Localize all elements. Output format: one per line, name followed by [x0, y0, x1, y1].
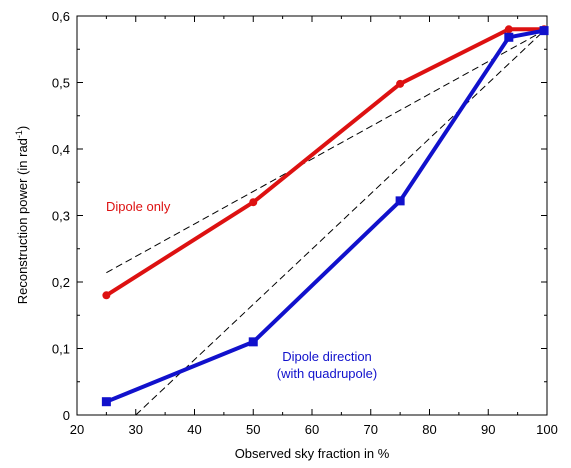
y-tick-label: 0,3: [52, 209, 70, 224]
y-axis-title-end: ): [15, 126, 30, 130]
x-axis-title: Observed sky fraction in %: [235, 446, 390, 461]
x-tick-label: 60: [305, 422, 319, 437]
data-point: [504, 32, 514, 42]
series-layer: [101, 25, 549, 407]
x-tick-label: 20: [70, 422, 84, 437]
series-line-1: [104, 28, 547, 404]
data-point: [102, 291, 111, 300]
data-point: [249, 198, 258, 207]
dashed-fit-line: [106, 30, 545, 274]
data-point: [101, 397, 111, 407]
annotation-with-quadrupole: (with quadrupole): [277, 366, 377, 381]
x-tick-label: 90: [481, 422, 495, 437]
data-point: [504, 25, 513, 34]
y-tick-label: 0,4: [52, 142, 70, 157]
x-tick-label: 40: [187, 422, 201, 437]
series-line-0: [104, 27, 547, 298]
y-axis-title-main: Reconstruction power (in rad: [15, 138, 30, 304]
x-tick-label: 100: [536, 422, 558, 437]
annotation-dipole-direction: Dipole direction: [282, 349, 372, 364]
y-tick-label: 0: [63, 408, 70, 423]
data-point: [395, 196, 405, 206]
data-point: [248, 337, 258, 347]
y-tick-label: 0,5: [52, 76, 70, 91]
dashed-fit-line: [135, 30, 545, 416]
x-tick-label: 80: [422, 422, 436, 437]
data-point: [539, 26, 549, 36]
y-tick-label: 0,1: [52, 342, 70, 357]
y-tick-label: 0,6: [52, 9, 70, 24]
ticks-layer: 20 30 40 50 60 70 80 90 100 0 0,1 0,2 0,3 0,4 0,5 0,6: [52, 9, 558, 437]
x-tick-label: 30: [129, 422, 143, 437]
y-tick-label: 0,2: [52, 275, 70, 290]
y-axis-title-sup: -1: [14, 130, 24, 138]
y-axis-title: Reconstruction power (in rad-1): [14, 126, 30, 305]
annotation-dipole-only: Dipole only: [106, 199, 171, 214]
x-tick-label: 50: [246, 422, 260, 437]
x-tick-label: 70: [364, 422, 378, 437]
data-point: [396, 79, 405, 88]
fit-lines-layer: [106, 30, 545, 416]
